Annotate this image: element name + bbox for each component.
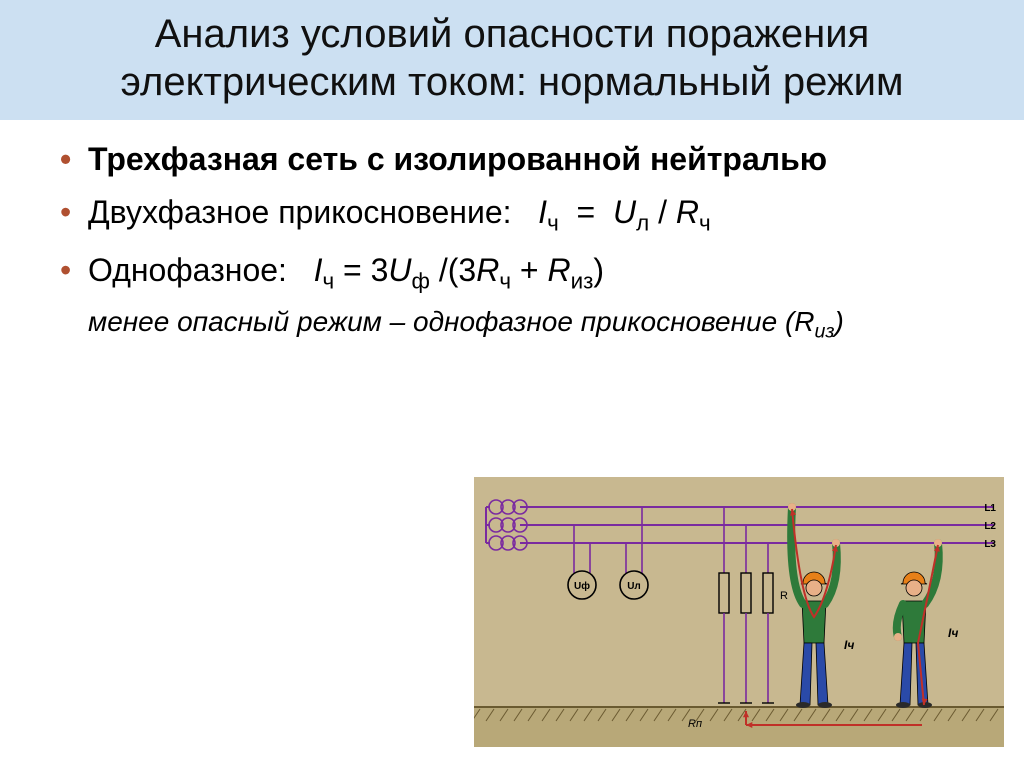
note-line: менее опасный режим – однофазное прикосн… — [60, 306, 984, 344]
slide-body: Трехфазная сеть с изолированной нейтраль… — [0, 120, 1024, 344]
slide-title: Анализ условий опасности поражения элект… — [120, 12, 903, 104]
bullet-2-label: Двухфазное прикосновение: — [88, 194, 512, 230]
bullet-3: Однофазное: Iч = 3Uф /(3Rч + Rиз) — [60, 249, 984, 297]
svg-text:Rп: Rп — [688, 718, 702, 730]
svg-text:L2: L2 — [984, 521, 996, 532]
svg-text:Iч: Iч — [844, 638, 854, 652]
svg-text:Iч: Iч — [948, 626, 958, 640]
svg-text:Uл: Uл — [627, 581, 641, 592]
bullet-1: Трехфазная сеть с изолированной нейтраль… — [60, 138, 984, 181]
bullet-2: Двухфазное прикосновение: Iч = Uл / Rч — [60, 191, 984, 239]
bullet-1-text: Трехфазная сеть с изолированной нейтраль… — [88, 141, 827, 177]
diagram-container: L1 L2 L3 Uф Uл R Iч Iч Rп — [474, 477, 1004, 747]
svg-text:Uф: Uф — [574, 580, 590, 592]
svg-text:L3: L3 — [984, 539, 996, 550]
bullet-3-formula: Iч = 3Uф /(3Rч + Rиз) — [314, 252, 604, 288]
electrical-diagram: L1 L2 L3 Uф Uл R Iч Iч Rп — [474, 477, 1004, 747]
svg-text:R: R — [780, 590, 788, 602]
bullet-3-label: Однофазное: — [88, 252, 287, 288]
bullet-2-formula: Iч = Uл / Rч — [538, 194, 710, 230]
slide-title-bar: Анализ условий опасности поражения элект… — [0, 0, 1024, 120]
svg-text:L1: L1 — [984, 503, 996, 514]
